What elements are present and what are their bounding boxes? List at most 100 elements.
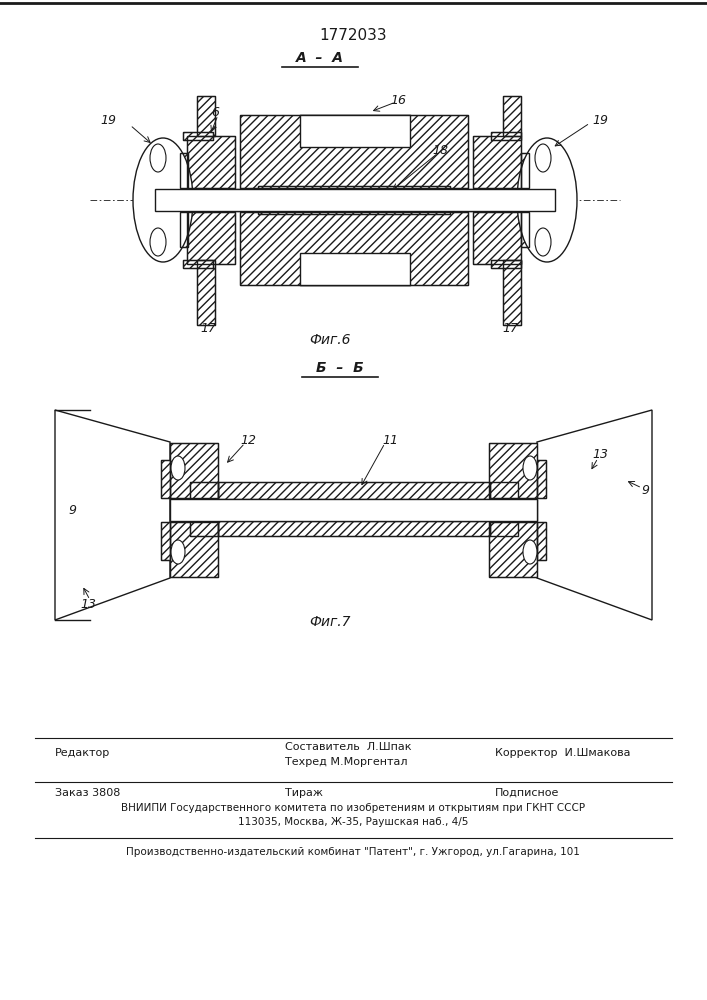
Bar bbox=[490, 510, 518, 536]
Bar bbox=[170, 443, 218, 498]
Text: Тираж: Тираж bbox=[285, 788, 323, 798]
Text: Фиг.7: Фиг.7 bbox=[309, 615, 351, 629]
Bar bbox=[240, 212, 468, 285]
Bar bbox=[490, 482, 518, 508]
Text: Фиг.6: Фиг.6 bbox=[309, 333, 351, 347]
Bar bbox=[190, 482, 218, 508]
Bar bbox=[180, 153, 188, 188]
Bar bbox=[503, 96, 521, 136]
Bar bbox=[183, 260, 213, 268]
Ellipse shape bbox=[150, 228, 166, 256]
Text: 17: 17 bbox=[502, 322, 518, 334]
Bar bbox=[300, 115, 410, 147]
Text: 9: 9 bbox=[68, 504, 76, 516]
Bar bbox=[170, 499, 537, 521]
Bar bbox=[161, 460, 170, 498]
Ellipse shape bbox=[171, 540, 185, 564]
Bar bbox=[155, 189, 555, 211]
Bar bbox=[190, 510, 218, 536]
Bar bbox=[491, 132, 521, 140]
Text: 6: 6 bbox=[211, 105, 219, 118]
Bar bbox=[161, 522, 170, 560]
Bar bbox=[489, 522, 537, 577]
Bar bbox=[155, 189, 555, 211]
Text: 13: 13 bbox=[592, 448, 608, 462]
Ellipse shape bbox=[133, 138, 193, 262]
Bar bbox=[218, 510, 490, 536]
Text: 11: 11 bbox=[382, 434, 398, 446]
Bar bbox=[180, 212, 188, 247]
Bar bbox=[240, 115, 468, 188]
Bar bbox=[489, 443, 537, 498]
Polygon shape bbox=[55, 410, 170, 620]
Bar bbox=[521, 153, 529, 188]
Bar bbox=[187, 212, 235, 264]
Text: 19: 19 bbox=[100, 113, 116, 126]
Bar bbox=[521, 212, 529, 247]
Bar bbox=[218, 482, 490, 508]
Ellipse shape bbox=[523, 456, 537, 480]
Text: 1772033: 1772033 bbox=[319, 27, 387, 42]
Bar bbox=[180, 153, 188, 188]
Bar bbox=[537, 522, 546, 560]
Bar bbox=[190, 510, 218, 536]
Text: 113035, Москва, Ж-35, Раушская наб., 4/5: 113035, Москва, Ж-35, Раушская наб., 4/5 bbox=[238, 817, 468, 827]
Bar bbox=[489, 443, 537, 498]
Bar bbox=[300, 253, 410, 285]
Text: Производственно-издательский комбинат "Патент", г. Ужгород, ул.Гагарина, 101: Производственно-издательский комбинат "П… bbox=[126, 847, 580, 857]
Bar bbox=[491, 260, 521, 268]
Text: Заказ 3808: Заказ 3808 bbox=[55, 788, 120, 798]
Text: Подписное: Подписное bbox=[495, 788, 559, 798]
Bar bbox=[218, 482, 490, 508]
Bar bbox=[197, 260, 215, 325]
Bar bbox=[503, 260, 521, 325]
Bar bbox=[197, 96, 215, 136]
Text: ВНИИПИ Государственного комитета по изобретениям и открытиям при ГКНТ СССР: ВНИИПИ Государственного комитета по изоб… bbox=[121, 803, 585, 813]
Bar bbox=[187, 212, 235, 264]
Text: Техред М.Моргентал: Техред М.Моргентал bbox=[285, 757, 407, 767]
Text: 16: 16 bbox=[390, 94, 406, 106]
Bar bbox=[187, 136, 235, 188]
Ellipse shape bbox=[171, 456, 185, 480]
Bar bbox=[521, 212, 529, 247]
Text: Редактор: Редактор bbox=[55, 748, 110, 758]
Bar bbox=[537, 460, 546, 498]
Bar bbox=[258, 186, 450, 198]
Bar bbox=[190, 482, 218, 508]
Ellipse shape bbox=[535, 228, 551, 256]
Text: 17: 17 bbox=[200, 322, 216, 334]
Bar bbox=[195, 188, 207, 212]
Bar bbox=[161, 460, 170, 498]
Ellipse shape bbox=[150, 144, 166, 172]
Text: Составитель  Л.Шпак: Составитель Л.Шпак bbox=[285, 742, 411, 752]
Text: 13: 13 bbox=[80, 598, 96, 611]
Ellipse shape bbox=[517, 138, 577, 262]
Bar bbox=[473, 136, 521, 188]
Bar bbox=[187, 136, 235, 188]
Bar bbox=[473, 212, 521, 264]
Bar bbox=[473, 212, 521, 264]
Bar bbox=[490, 510, 518, 536]
Text: А  –  А: А – А bbox=[296, 51, 344, 65]
Bar bbox=[183, 132, 213, 140]
Bar bbox=[183, 132, 213, 140]
Bar bbox=[180, 212, 188, 247]
Bar bbox=[170, 522, 218, 577]
Text: 12: 12 bbox=[240, 434, 256, 446]
Bar bbox=[258, 202, 450, 214]
Bar bbox=[258, 186, 450, 198]
Ellipse shape bbox=[535, 144, 551, 172]
Bar bbox=[161, 522, 170, 560]
Text: 18: 18 bbox=[432, 143, 448, 156]
Text: Корректор  И.Шмакова: Корректор И.Шмакова bbox=[495, 748, 631, 758]
Bar bbox=[240, 115, 468, 188]
Bar bbox=[490, 482, 518, 508]
Text: Б  –  Б: Б – Б bbox=[316, 361, 364, 375]
Ellipse shape bbox=[523, 540, 537, 564]
Bar bbox=[489, 522, 537, 577]
Bar bbox=[537, 460, 546, 498]
Text: 9: 9 bbox=[641, 484, 649, 496]
Bar bbox=[473, 136, 521, 188]
Bar bbox=[537, 522, 546, 560]
Bar bbox=[503, 260, 521, 325]
